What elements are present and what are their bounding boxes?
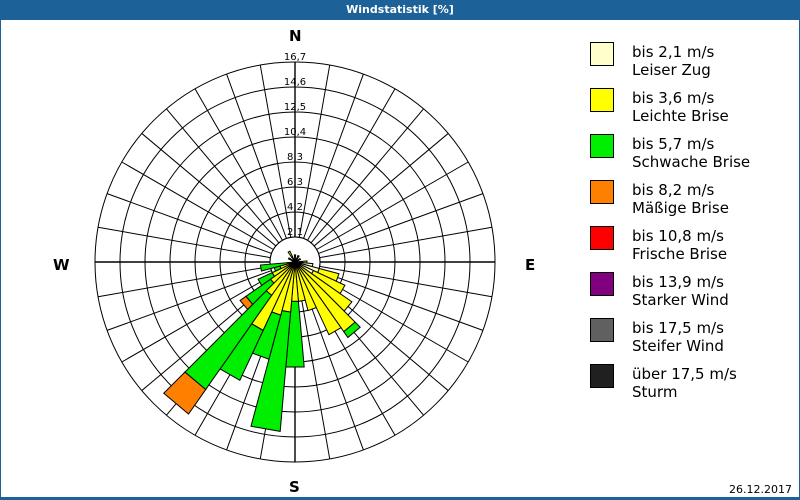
- bottom-border: [0, 497, 800, 500]
- wind-sector-segment: [239, 295, 254, 311]
- wind-sector-segment: [293, 254, 297, 259]
- radial-tick-label: 16,7: [284, 52, 306, 63]
- wind-sector-segment: [297, 257, 302, 262]
- legend-label: Sturm: [632, 383, 678, 401]
- legend-range: über 17,5 m/s: [632, 365, 737, 383]
- legend-range: bis 13,9 m/s: [632, 273, 724, 291]
- wind-sector-segment: [287, 257, 293, 262]
- wind-sector-segment: [343, 321, 361, 339]
- legend-label: Steifer Wind: [632, 337, 724, 355]
- chart-title: Windstatistik [%]: [0, 0, 800, 20]
- radial-tick-label: 4,2: [287, 202, 303, 213]
- radial-tick-label: 2,1: [287, 227, 303, 238]
- legend-swatch: [590, 180, 614, 204]
- legend-label: Schwache Brise: [632, 153, 751, 171]
- compass-north-label: N: [289, 27, 302, 45]
- legend-swatch: [590, 226, 614, 250]
- wind-sector-segment: [257, 271, 276, 287]
- wind-sector-segment: [250, 310, 292, 433]
- compass-south-label: S: [289, 478, 300, 496]
- radial-tick-label: 8,3: [287, 152, 303, 163]
- legend-range: bis 3,6 m/s: [632, 89, 715, 107]
- legend-swatch: [590, 318, 614, 342]
- legend-range: bis 5,7 m/s: [632, 135, 715, 153]
- legend-label: Frische Brise: [632, 245, 728, 263]
- radial-tick-label: 6,3: [287, 177, 303, 188]
- wind-sector-segment: [295, 254, 300, 260]
- legend-range: bis 10,8 m/s: [632, 227, 724, 245]
- radial-tick-label: 12,5: [284, 102, 306, 113]
- date-stamp: 26.12.2017: [729, 483, 792, 496]
- legend-swatch: [590, 88, 614, 112]
- legend-label: Leichte Brise: [632, 107, 729, 125]
- radial-tick-label: 10,4: [284, 127, 306, 138]
- legend-swatch: [590, 272, 614, 296]
- legend-swatch: [590, 42, 614, 66]
- legend-label: Mäßige Brise: [632, 199, 729, 217]
- wind-sector-segment: [287, 250, 294, 258]
- legend-label: Starker Wind: [632, 291, 729, 309]
- legend-swatch: [590, 134, 614, 158]
- legend-range: bis 17,5 m/s: [632, 319, 724, 337]
- compass-west-label: W: [53, 256, 70, 274]
- legend-range: bis 2,1 m/s: [632, 43, 715, 61]
- legend-label: Leiser Zug: [632, 61, 711, 79]
- legend-range: bis 8,2 m/s: [632, 181, 715, 199]
- wind-sector-segment: [163, 371, 207, 415]
- radial-tick-label: 14,6: [284, 77, 306, 88]
- compass-east-label: E: [525, 256, 536, 274]
- wind-sector-segment: [259, 262, 289, 272]
- legend-swatch: [590, 364, 614, 388]
